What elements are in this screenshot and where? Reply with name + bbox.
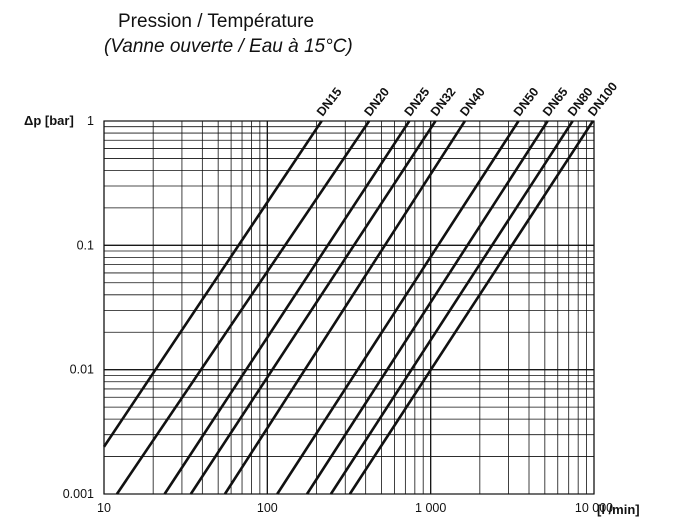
- series-line-dn32: [189, 120, 437, 495]
- series-line-dn50: [276, 120, 520, 495]
- series-label-dn50: DN50: [511, 85, 542, 119]
- series-line-dn15: [102, 120, 323, 448]
- y-tick-label: 0.01: [70, 363, 94, 377]
- x-axis-label: [l /min]: [597, 502, 640, 517]
- y-tick-label: 0.1: [77, 238, 94, 252]
- series-line-dn65: [305, 120, 549, 495]
- series-label-dn15: DN15: [314, 85, 345, 119]
- x-tick-label: 1 000: [415, 501, 446, 515]
- series-line-dn20: [115, 120, 371, 495]
- series-label-dn65: DN65: [540, 85, 571, 119]
- grid: [103, 120, 595, 495]
- series-line-dn100: [348, 120, 595, 495]
- x-tick-label: 10 000: [575, 501, 613, 515]
- y-axis-label: Δp [bar]: [24, 113, 74, 128]
- series-label-dn40: DN40: [457, 85, 488, 119]
- plot-frame: [103, 120, 595, 495]
- series-label-dn32: DN32: [428, 85, 459, 119]
- series-label-dn25: DN25: [402, 85, 433, 119]
- series-line-dn25: [163, 120, 411, 495]
- series-line-dn80: [329, 120, 574, 495]
- x-tick-label: 10: [97, 501, 111, 515]
- tick-labels: 10 100 1 000 10 000 0.001 0.01 0.1 1: [63, 114, 613, 515]
- series-label-dn20: DN20: [361, 85, 392, 119]
- series-line-dn40: [223, 120, 466, 495]
- chart-title: Pression / Température: [118, 11, 314, 32]
- y-tick-label: 0.001: [63, 487, 94, 501]
- x-tick-label: 100: [257, 501, 278, 515]
- y-tick-label: 1: [87, 114, 94, 128]
- chart-subtitle: (Vanne ouverte / Eau à 15°C): [104, 36, 353, 57]
- series-lines: [102, 120, 595, 495]
